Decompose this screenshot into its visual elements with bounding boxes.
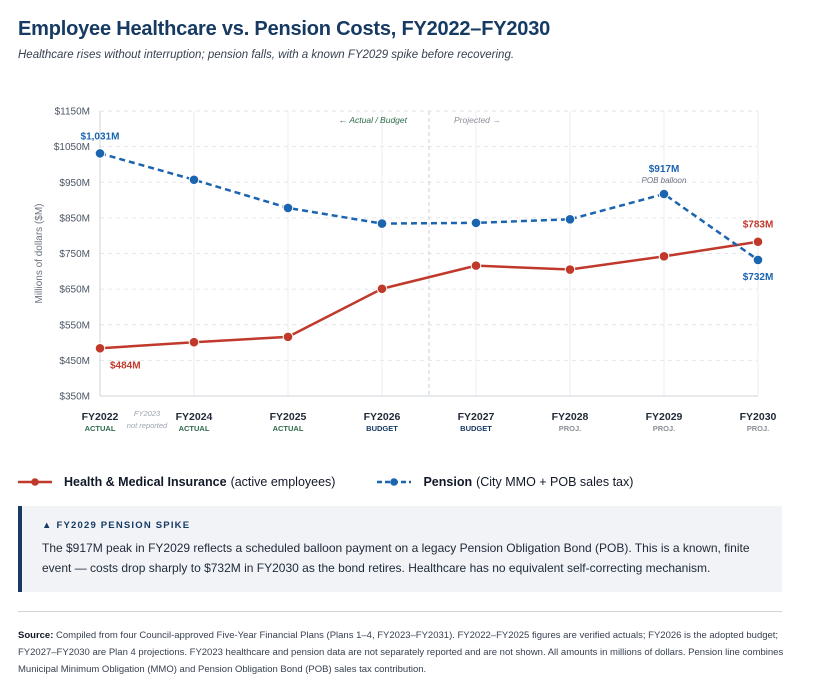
- health-data-point: [752, 236, 764, 248]
- x-tick-status: PROJ.: [559, 424, 582, 433]
- x-tick-label: FY2022: [82, 411, 119, 423]
- pension-data-point: [752, 254, 764, 266]
- y-tick-label: $850M: [59, 213, 90, 224]
- chart-legend: Health & Medical Insurance (active emplo…: [18, 475, 675, 489]
- page-title: Employee Healthcare vs. Pension Costs, F…: [18, 18, 551, 40]
- y-tick-label: $650M: [59, 285, 90, 296]
- x-tick-label: FY2027: [458, 411, 495, 423]
- x-tick-label: FY2025: [270, 411, 307, 423]
- data-label: $1,031M: [81, 131, 120, 142]
- x-tick-label: FY2024: [176, 411, 213, 423]
- legend-health-name: Health & Medical Insurance: [64, 475, 227, 489]
- source-note: Source: Compiled from four Council-appro…: [18, 627, 788, 678]
- data-label: $917M: [649, 164, 680, 175]
- source-label: Source:: [18, 630, 54, 641]
- x-tick-status: ACTUAL: [179, 424, 210, 433]
- y-tick-label: $750M: [59, 249, 90, 260]
- legend-solid-line-icon: [18, 478, 52, 486]
- gap-note-year: FY2023: [134, 409, 161, 418]
- callout-title: FY2029 PENSION SPIKE: [56, 520, 191, 531]
- health-data-point: [564, 264, 576, 275]
- legend-item-pension[interactable]: Pension (City MMO + POB sales tax): [377, 475, 633, 489]
- line-chart: $350M $450M $550M $650M $750M $850M $950M $1050…: [34, 107, 777, 434]
- label-layer: ← Actual / Budget Projected → $1,031M $484M…: [81, 115, 774, 371]
- pension-data-point: [282, 202, 294, 214]
- grid-layer: [100, 110, 759, 396]
- legend-pension-qualifier: (City MMO + POB sales tax): [476, 475, 634, 489]
- y-tick-label: $350M: [59, 392, 90, 403]
- x-tick-label: FY2029: [646, 411, 683, 423]
- y-tick-label: $950M: [59, 178, 90, 189]
- health-data-point: [658, 251, 670, 262]
- pension-data-point: [564, 214, 576, 225]
- health-data-point: [94, 342, 106, 354]
- health-data-point: [282, 331, 294, 343]
- x-tick-status: BUDGET: [366, 424, 398, 433]
- y-tick-label: $1150M: [55, 107, 90, 118]
- health-data-point: [470, 260, 482, 271]
- legend-health-qualifier: (active employees): [230, 475, 336, 489]
- legend-pension-name: Pension: [423, 475, 473, 489]
- health-data-point: [376, 283, 388, 295]
- data-label: $732M: [743, 272, 774, 283]
- legend-item-health[interactable]: Health & Medical Insurance (active emplo…: [18, 475, 335, 489]
- pension-data-point: [658, 188, 670, 200]
- section-divider: [18, 611, 782, 612]
- health-data-point: [188, 336, 200, 348]
- x-tick-label: FY2030: [740, 411, 777, 423]
- page-subtitle: Healthcare rises without interruption; p…: [18, 49, 515, 61]
- projected-label: Projected →: [454, 115, 501, 125]
- pension-spike-callout: ▲ FY2029 PENSION SPIKE The $917M peak in…: [18, 506, 782, 592]
- series-layer: [94, 148, 764, 354]
- callout-title-row: ▲ FY2029 PENSION SPIKE: [42, 520, 766, 531]
- x-tick-label: FY2026: [364, 411, 401, 423]
- legend-dashed-line-icon: [377, 478, 412, 486]
- x-tick-status: ACTUAL: [273, 424, 304, 433]
- health-series-line: [99, 240, 759, 350]
- y-tick-label: $1050M: [54, 142, 90, 153]
- gap-note-text: not reported: [127, 421, 168, 430]
- pension-data-point: [470, 217, 482, 229]
- y-tick-label: $550M: [59, 320, 90, 331]
- x-tick-status: PROJ.: [653, 424, 676, 433]
- warning-icon: ▲: [42, 520, 53, 531]
- data-label-note: POB balloon: [642, 176, 687, 185]
- data-label: $783M: [743, 220, 774, 231]
- data-label: $484M: [110, 360, 141, 371]
- x-tick-status: ACTUAL: [85, 424, 116, 433]
- x-tick-label: FY2028: [552, 411, 589, 423]
- x-tick-status: BUDGET: [460, 424, 492, 433]
- pension-data-point: [94, 148, 106, 159]
- y-tick-label: $450M: [59, 356, 90, 367]
- x-tick-status: PROJ.: [747, 424, 770, 433]
- pension-data-point: [188, 174, 200, 186]
- pension-series-line: [99, 152, 759, 261]
- y-axis-title: Millions of dollars ($M): [34, 203, 45, 303]
- source-text: Compiled from four Council-approved Five…: [18, 630, 784, 675]
- callout-body: The $917M peak in FY2029 reflects a sche…: [42, 541, 750, 575]
- axis-layer: $350M $450M $550M $650M $750M $850M $950M $1050…: [34, 107, 777, 434]
- pension-data-point: [376, 218, 388, 229]
- actual-budget-label: ← Actual / Budget: [339, 115, 408, 125]
